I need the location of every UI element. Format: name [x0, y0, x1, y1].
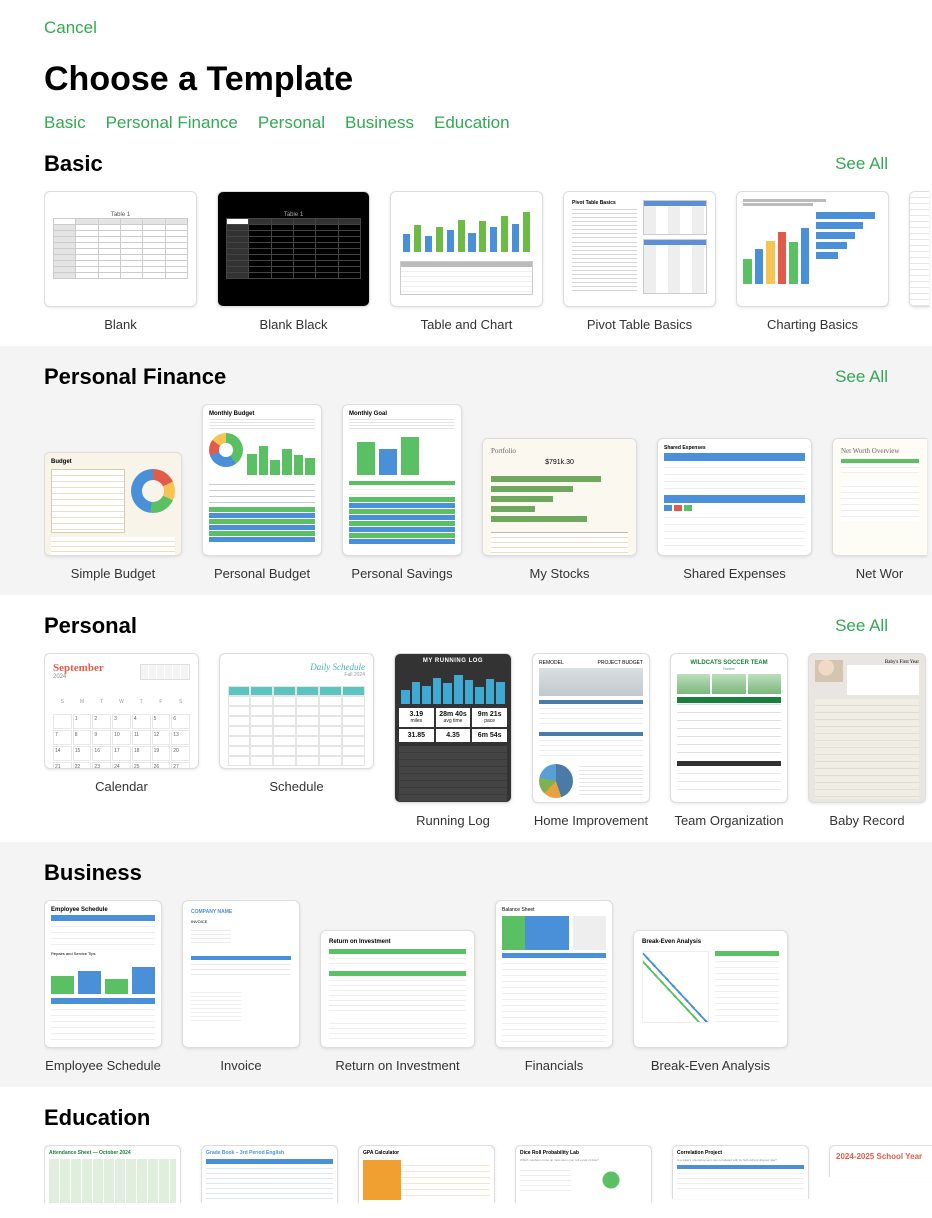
template-label: Running Log	[416, 813, 490, 828]
template-peek[interactable]	[909, 191, 929, 332]
template-roi[interactable]: Return on Investment Return on Investmen…	[320, 930, 475, 1073]
template-blank[interactable]: Table 1 Blank	[44, 191, 197, 332]
template-invoice[interactable]: COMPANY NAMEINVOICE Invoice	[182, 900, 300, 1073]
template-pivot-table-basics[interactable]: Pivot Table Basics Pivot Table Basics	[563, 191, 716, 332]
section-title: Education	[44, 1105, 150, 1131]
template-label: Blank Black	[260, 317, 328, 332]
cancel-button[interactable]: Cancel	[44, 18, 97, 38]
template-gpa[interactable]: GPA Calculator	[358, 1145, 495, 1203]
template-personal-savings[interactable]: Monthly Goal Personal Savings	[342, 404, 462, 581]
see-all-personal[interactable]: See All	[835, 616, 888, 636]
template-label: Schedule	[269, 779, 323, 794]
template-running-log[interactable]: MY RUNNING LOG3.19miles28m 40savg time9m…	[394, 653, 512, 828]
template-label: Team Organization	[674, 813, 783, 828]
template-label: My Stocks	[530, 566, 590, 581]
template-shared-expenses[interactable]: Shared Expenses Shared Expenses	[657, 438, 812, 581]
section-personal-finance: Personal Finance See All Budget Simple B…	[0, 346, 932, 595]
template-label: Simple Budget	[71, 566, 156, 581]
template-baby-record[interactable]: Baby's First Year Baby Record	[808, 653, 926, 828]
section-title: Personal Finance	[44, 364, 226, 390]
template-attendance[interactable]: Attendance Sheet — October 2024	[44, 1145, 181, 1203]
section-personal: Personal See All September2024SMTWTFS123…	[0, 595, 932, 842]
tab-basic[interactable]: Basic	[44, 113, 86, 133]
template-label: Personal Savings	[351, 566, 452, 581]
template-gradebook[interactable]: Grade Book – 3rd Period English	[201, 1145, 338, 1203]
template-label: Home Improvement	[534, 813, 648, 828]
see-all-pf[interactable]: See All	[835, 367, 888, 387]
category-tabs: Basic Personal Finance Personal Business…	[44, 113, 888, 133]
template-simple-budget[interactable]: Budget Simple Budget	[44, 452, 182, 581]
section-title: Business	[44, 860, 142, 886]
template-label: Charting Basics	[767, 317, 858, 332]
template-label: Employee Schedule	[45, 1058, 161, 1073]
tab-business[interactable]: Business	[345, 113, 414, 133]
see-all-basic[interactable]: See All	[835, 154, 888, 174]
section-education: Education Attendance Sheet — October 202…	[0, 1087, 932, 1203]
template-break-even[interactable]: Break-Even Analysis Break-Even Analysis	[633, 930, 788, 1073]
section-basic: Basic See All Table 1 Blank Table 1 Blan…	[0, 133, 932, 346]
tab-education[interactable]: Education	[434, 113, 510, 133]
template-label: Personal Budget	[214, 566, 310, 581]
template-label: Net Wor	[856, 566, 903, 581]
template-calendar[interactable]: September2024SMTWTFS12345678910111213141…	[44, 653, 199, 828]
template-label: Blank	[104, 317, 137, 332]
section-title: Personal	[44, 613, 137, 639]
template-label: Financials	[525, 1058, 584, 1073]
template-label: Calendar	[95, 779, 148, 794]
template-financials[interactable]: Balance Sheet Financials	[495, 900, 613, 1073]
template-team-organization[interactable]: WILDCATS SOCCER TEAMRoster Team Organiza…	[670, 653, 788, 828]
template-label: Return on Investment	[335, 1058, 459, 1073]
template-my-stocks[interactable]: Portfolio$791k.30 My Stocks	[482, 438, 637, 581]
tab-personal-finance[interactable]: Personal Finance	[106, 113, 238, 133]
template-table-and-chart[interactable]: Table and Chart	[390, 191, 543, 332]
template-net-worth[interactable]: Net Worth Overview Net Wor	[832, 438, 927, 581]
template-personal-budget[interactable]: Monthly Budget Personal Budget	[202, 404, 322, 581]
template-label: Break-Even Analysis	[651, 1058, 770, 1073]
tab-personal[interactable]: Personal	[258, 113, 325, 133]
template-schedule[interactable]: Daily ScheduleFall 2024 Schedule	[219, 653, 374, 828]
section-title: Basic	[44, 151, 103, 177]
template-blank-black[interactable]: Table 1 Blank Black	[217, 191, 370, 332]
template-label: Invoice	[220, 1058, 261, 1073]
template-label: Table and Chart	[421, 317, 513, 332]
template-dice[interactable]: Dice Roll Probability LabWhich numbers c…	[515, 1145, 652, 1203]
template-correlation[interactable]: Correlation ProjectIs a state's unemploy…	[672, 1145, 809, 1199]
page-title: Choose a Template	[44, 60, 888, 99]
template-label: Pivot Table Basics	[587, 317, 692, 332]
template-charting-basics[interactable]: Charting Basics	[736, 191, 889, 332]
template-school-year[interactable]: 2024-2025 School Year	[829, 1145, 932, 1177]
section-business: Business Employee ScheduleRepairs and Se…	[0, 842, 932, 1087]
template-label: Baby Record	[829, 813, 904, 828]
template-home-improvement[interactable]: REMODELPROJECT BUDGET Home Improvement	[532, 653, 650, 828]
template-label: Shared Expenses	[683, 566, 786, 581]
template-employee-schedule[interactable]: Employee ScheduleRepairs and Service Tip…	[44, 900, 162, 1073]
